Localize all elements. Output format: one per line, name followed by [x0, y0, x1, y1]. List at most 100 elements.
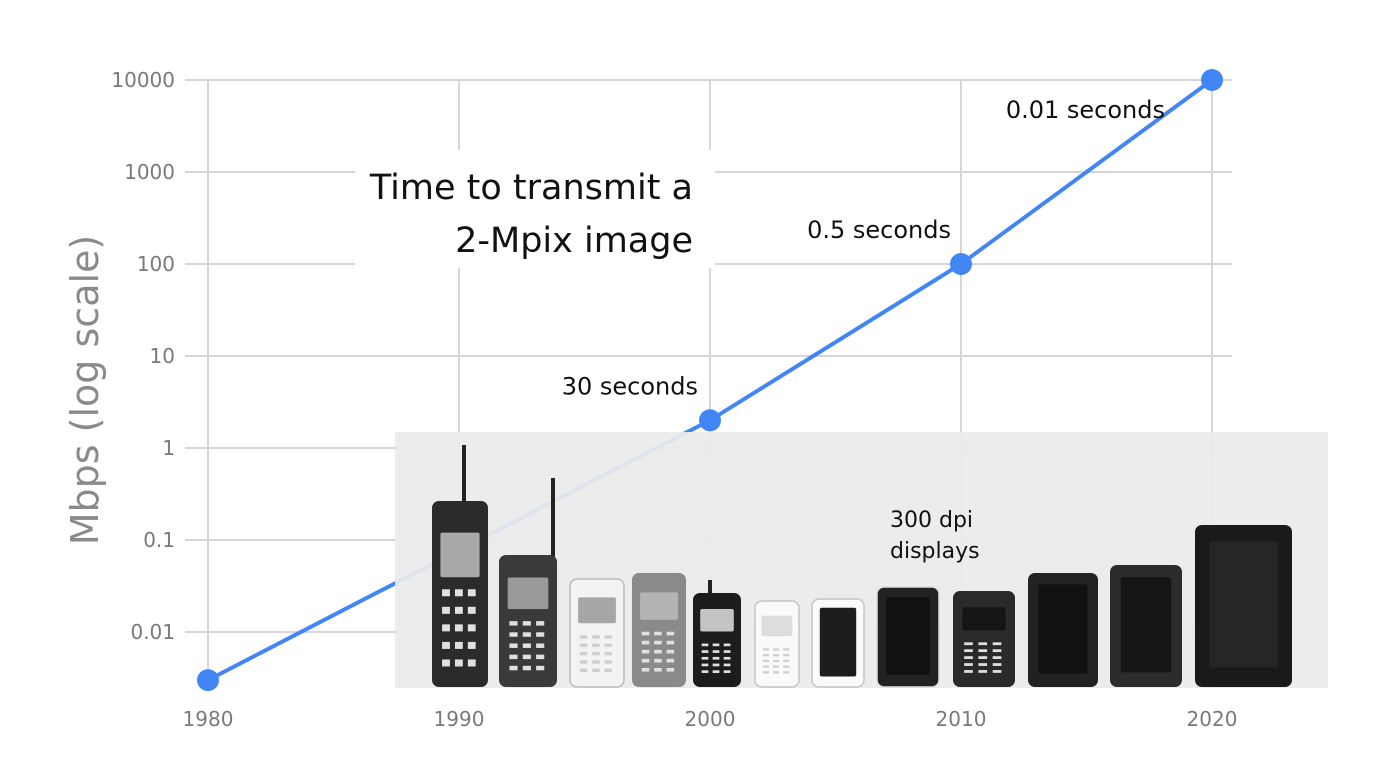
phone-key — [964, 663, 973, 666]
y-tick-label: 10000 — [111, 68, 175, 92]
point-label: 30 seconds — [562, 372, 698, 400]
phone-key — [723, 643, 731, 647]
phone-key — [579, 651, 588, 656]
phone-key — [723, 663, 731, 667]
title-line-1: Time to transmit a — [369, 168, 693, 208]
displays-label-line-1: 300 dpi — [890, 508, 973, 533]
phone-key — [762, 659, 770, 663]
phone-screen — [962, 607, 1006, 631]
phone-key — [641, 658, 650, 663]
phone-key — [467, 606, 476, 614]
phone-key — [592, 651, 600, 656]
x-tick-label: 2010 — [936, 707, 987, 731]
y-tick-label: 1 — [162, 436, 175, 460]
phone-key — [978, 649, 988, 653]
phone-key — [666, 640, 675, 645]
x-tick-label: 2000 — [685, 707, 736, 731]
phone-key — [604, 668, 613, 672]
y-tick-label: 0.1 — [143, 528, 175, 552]
phone-screen — [1209, 541, 1278, 668]
phone-key — [712, 650, 720, 653]
candybar-antenna-phone-icon — [499, 478, 557, 687]
phone-screen — [761, 615, 793, 637]
phone-key — [522, 621, 531, 626]
phone-key — [723, 670, 731, 673]
phone-key — [964, 656, 973, 659]
phone-key — [964, 649, 973, 653]
series-points-group — [197, 69, 1223, 692]
phone-body — [754, 600, 800, 688]
phone-key — [641, 649, 650, 654]
phone-key — [509, 665, 518, 671]
phone-key — [442, 606, 450, 614]
phone-key — [592, 660, 600, 664]
phone-key — [773, 671, 780, 674]
phone-key — [654, 649, 662, 654]
phone-key — [723, 650, 731, 653]
phone-key — [701, 650, 709, 653]
phone-key — [712, 656, 720, 660]
phone-key — [579, 668, 588, 672]
phone-key — [442, 641, 450, 649]
data-point — [197, 669, 219, 692]
phone-key — [762, 654, 770, 657]
phones-panel — [395, 432, 1328, 688]
phone-key — [467, 589, 476, 597]
y-tick-label: 10 — [150, 344, 175, 368]
phone-key — [536, 632, 545, 637]
phone-key — [773, 659, 780, 663]
phone-key — [454, 606, 463, 614]
x-tick-label: 1980 — [183, 707, 234, 731]
phone-screen — [1120, 577, 1172, 673]
phone-key — [641, 640, 650, 645]
phone-key — [522, 665, 531, 671]
phone-key — [522, 654, 531, 660]
phone-key — [992, 656, 1002, 659]
phone-key — [509, 643, 518, 648]
blackberry-icon — [953, 591, 1015, 687]
phone-key — [467, 641, 476, 649]
small-white-phone-icon — [754, 600, 800, 688]
y-axis-label: Mbps (log scale) — [63, 235, 107, 545]
point-labels-group: 30 seconds 0.5 seconds 0.01 seconds — [562, 96, 1165, 400]
phone-key — [442, 589, 450, 597]
x-tick-label: 2020 — [1187, 707, 1238, 731]
phone-key — [773, 665, 780, 668]
phone-key — [783, 671, 790, 674]
phone-key — [654, 631, 662, 636]
phone-key — [666, 658, 675, 663]
phone-key — [509, 654, 518, 660]
phone-screen — [440, 532, 480, 578]
phone-key — [454, 659, 463, 667]
phone-key — [579, 643, 588, 647]
phone-screen — [640, 592, 678, 620]
phone-key — [712, 663, 720, 667]
phone-key — [783, 665, 790, 668]
y-tick-label: 0.01 — [130, 620, 175, 644]
phone-key — [592, 635, 600, 639]
phone-key — [579, 635, 588, 639]
phone-key — [712, 670, 720, 673]
phone-key — [536, 654, 545, 660]
phone-key — [536, 621, 545, 626]
phone-key — [592, 643, 600, 647]
phone-key — [604, 635, 613, 639]
phone-key — [773, 654, 780, 657]
phone-key — [604, 651, 613, 656]
phone-screen — [578, 597, 616, 624]
y-tick-labels: 10000 1000 100 10 1 0.1 0.01 — [111, 68, 175, 644]
title-line-2: 2-Mpix image — [455, 221, 693, 261]
android-phone-icon — [1028, 573, 1098, 687]
phone-key — [604, 643, 613, 647]
phone-key — [654, 658, 662, 663]
phone-key — [723, 656, 731, 660]
phone-key — [712, 643, 720, 647]
point-label: 0.01 seconds — [1006, 96, 1165, 124]
y-tick-label: 1000 — [124, 160, 175, 184]
iphone-icon — [876, 586, 940, 688]
phone-key — [579, 660, 588, 664]
phone-key — [978, 670, 988, 673]
phone-key — [992, 663, 1002, 666]
phone-key — [762, 671, 770, 674]
